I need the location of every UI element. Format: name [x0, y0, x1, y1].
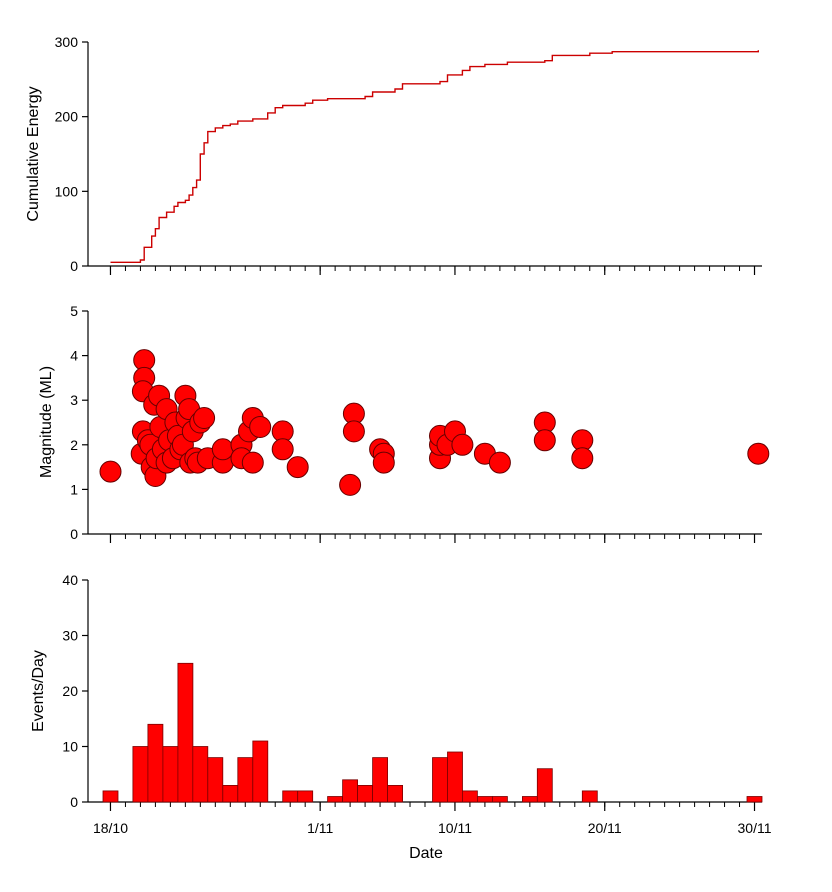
- events-bar: [147, 723, 164, 803]
- magnitude-y-tick-label: 4: [70, 348, 78, 364]
- energy-y-tick-label: 0: [70, 258, 78, 274]
- date-tick-label: 30/11: [738, 820, 772, 836]
- events-bar: [177, 662, 194, 803]
- magnitude-point: [533, 429, 556, 452]
- magnitude-point: [451, 433, 474, 456]
- magnitude-point: [342, 420, 365, 443]
- events-bar: [222, 785, 239, 803]
- magnitude-y-tick-label: 5: [70, 303, 78, 319]
- events-bar: [327, 796, 344, 803]
- magnitude-point: [488, 451, 511, 474]
- events-y-tick-label: 30: [62, 628, 78, 644]
- events-bar: [372, 757, 389, 803]
- cumulative-energy-panel: 0 100 200 300 Cumulative Energy: [25, 34, 762, 275]
- energy-y-tick-label: 300: [55, 34, 79, 50]
- events-bar: [252, 740, 269, 803]
- date-tick-label: 1/11: [307, 820, 333, 836]
- magnitude-point: [241, 451, 264, 474]
- energy-y-tick-label: 200: [55, 109, 79, 125]
- magnitude-point: [211, 438, 234, 461]
- events-bar: [387, 785, 404, 803]
- magnitude-point: [571, 447, 594, 470]
- energy-y-axis-title: Cumulative Energy: [25, 86, 42, 221]
- events-bars: [102, 662, 763, 803]
- events-bar: [357, 785, 374, 803]
- events-bar: [132, 746, 149, 803]
- date-tick-label: 18/10: [93, 820, 128, 836]
- cumulative-energy-line: [110, 50, 759, 263]
- magnitude-y-tick-label: 2: [70, 437, 78, 453]
- magnitude-point: [286, 456, 309, 479]
- magnitude-point: [339, 473, 362, 496]
- events-y-axis-title: Events/Day: [30, 650, 47, 732]
- magnitude-axes: 0 1 2 3 4 5: [70, 303, 762, 543]
- events-bar: [461, 790, 478, 803]
- events-bar: [476, 796, 493, 803]
- date-tick-labels: 18/10 1/11 10/11 20/11 30/11: [93, 820, 772, 836]
- events-bar: [491, 796, 508, 803]
- events-bar: [207, 757, 224, 803]
- energy-axes: 0 100 200 300: [55, 34, 762, 275]
- magnitude-y-tick-label: 0: [70, 526, 78, 542]
- magnitude-y-tick-label: 3: [70, 392, 78, 408]
- date-tick-label: 20/11: [588, 820, 622, 836]
- events-bar: [342, 779, 359, 803]
- magnitude-points: [99, 349, 770, 496]
- events-bar: [746, 796, 763, 803]
- magnitude-y-axis-title: Magnitude (ML): [38, 366, 55, 478]
- events-bar: [447, 751, 463, 803]
- events-bar: [297, 790, 314, 803]
- events-per-day-panel: 0 10 20 30 40 Events/Day 18/10 1/11 10/11 20/11…: [30, 572, 772, 862]
- magnitude-panel: 0 1 2 3 4 5 Magnitude (ML): [38, 303, 770, 543]
- date-x-axis-title: Date: [409, 845, 443, 862]
- magnitude-point: [99, 460, 122, 483]
- events-bar: [522, 796, 538, 803]
- energy-y-tick-label: 100: [55, 183, 79, 199]
- magnitude-point: [271, 438, 294, 461]
- events-bar: [162, 746, 179, 803]
- magnitude-y-tick-label: 1: [70, 481, 78, 497]
- events-bar: [102, 790, 119, 803]
- magnitude-point: [193, 407, 216, 429]
- events-y-tick-label: 20: [62, 683, 78, 699]
- events-y-tick-label: 0: [70, 794, 78, 810]
- magnitude-point: [249, 416, 272, 438]
- events-bar: [432, 757, 448, 803]
- events-y-tick-label: 10: [62, 739, 78, 755]
- events-y-tick-label: 40: [62, 572, 78, 588]
- events-bar: [536, 768, 553, 803]
- magnitude-point: [747, 442, 770, 465]
- events-bar: [282, 790, 299, 803]
- events-bar: [581, 790, 598, 803]
- magnitude-point: [372, 451, 395, 474]
- events-bar: [237, 757, 254, 803]
- date-tick-label: 10/11: [438, 820, 472, 836]
- events-bar: [192, 746, 209, 803]
